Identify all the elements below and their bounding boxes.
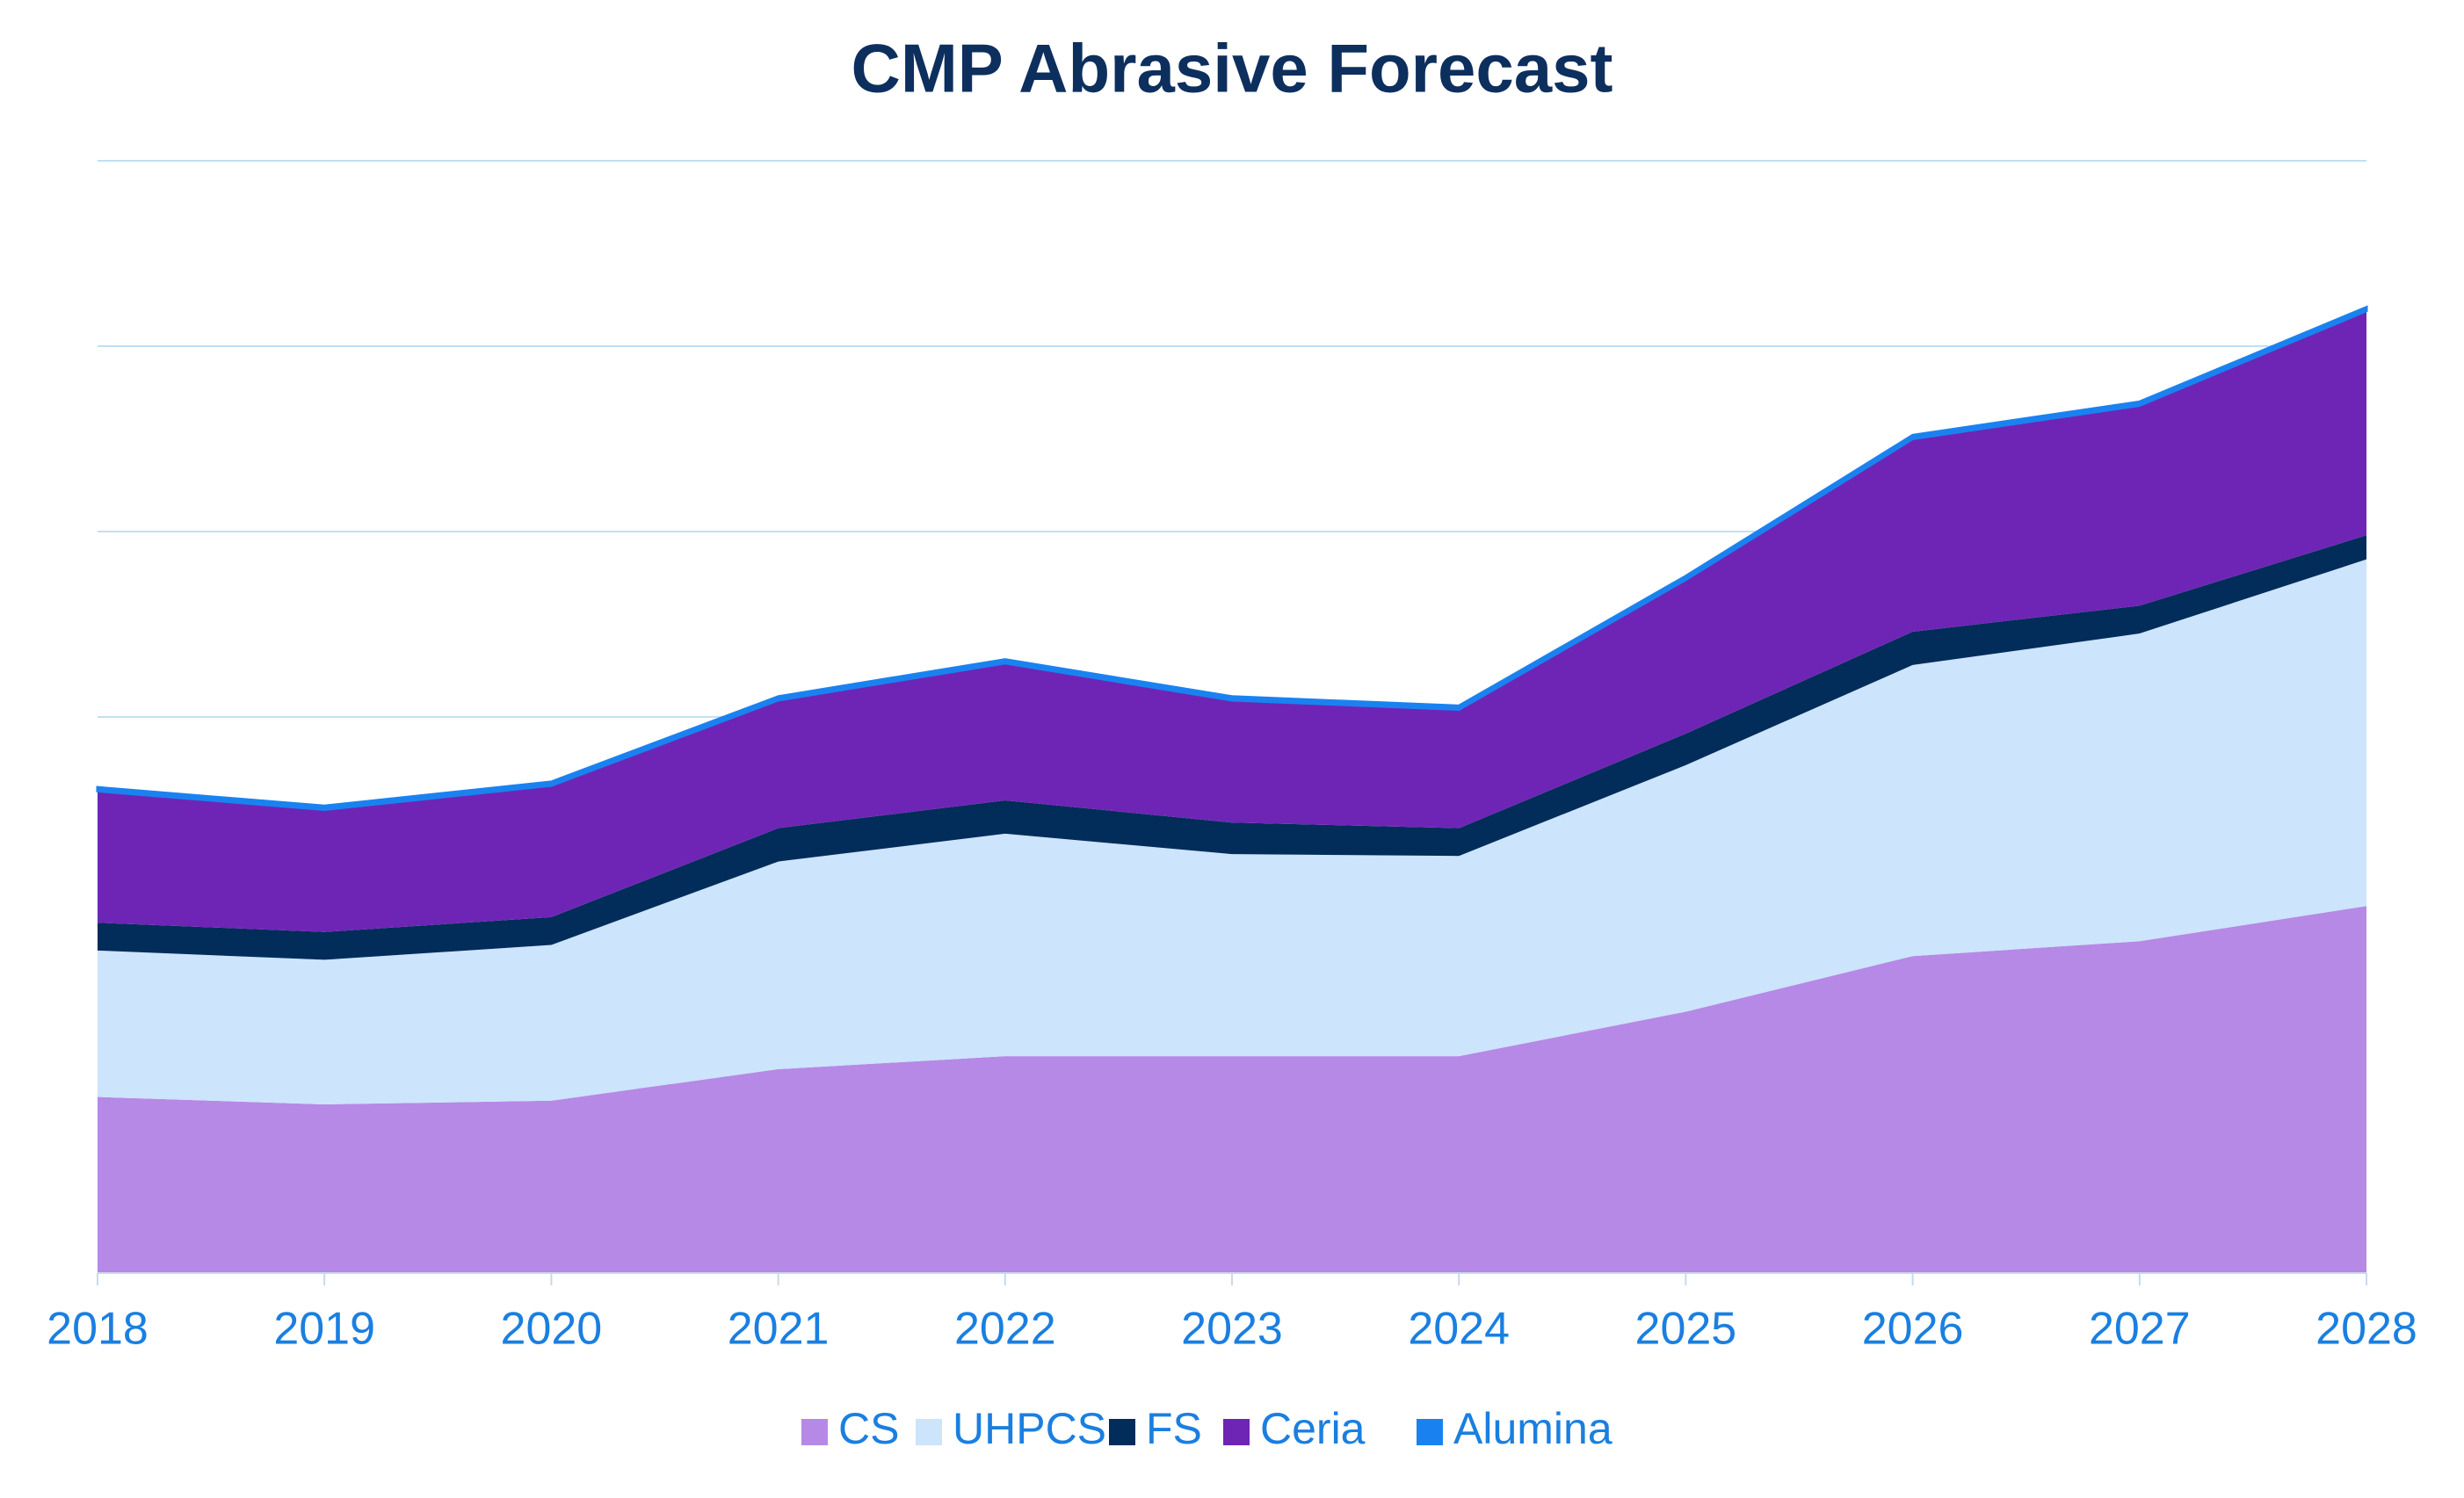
x-tick-label: 2027 <box>2089 1304 2191 1355</box>
legend-swatch <box>1417 1419 1443 1445</box>
x-tick-label: 2023 <box>1181 1304 1283 1355</box>
x-tick-label: 2022 <box>954 1304 1056 1355</box>
legend-swatch <box>916 1419 942 1445</box>
x-tick-label: 2024 <box>1408 1304 1510 1355</box>
area <box>96 305 2368 812</box>
legend-swatch <box>1223 1419 1250 1445</box>
area <box>98 310 2366 932</box>
legend-swatch <box>1109 1419 1135 1445</box>
chart-title: CMP Abrasive Forecast <box>851 30 1612 107</box>
x-tick-label: 2020 <box>501 1304 603 1355</box>
legend-label: CS <box>838 1404 899 1453</box>
legend-swatch <box>801 1419 828 1445</box>
x-tick-label: 2025 <box>1635 1304 1737 1355</box>
area <box>98 559 2366 1104</box>
legend-label: Ceria <box>1260 1404 1366 1453</box>
legend-label: Alumina <box>1453 1404 1612 1453</box>
x-tick-label: 2028 <box>2315 1304 2417 1355</box>
x-tick-label: 2018 <box>47 1304 149 1355</box>
legend-label: FS <box>1146 1404 1202 1453</box>
legend-label: UHPCS <box>953 1404 1106 1453</box>
area <box>98 906 2366 1273</box>
x-tick-label: 2021 <box>728 1304 830 1355</box>
x-tick-label: 2026 <box>1862 1304 1964 1355</box>
x-tick-label: 2019 <box>273 1304 375 1355</box>
